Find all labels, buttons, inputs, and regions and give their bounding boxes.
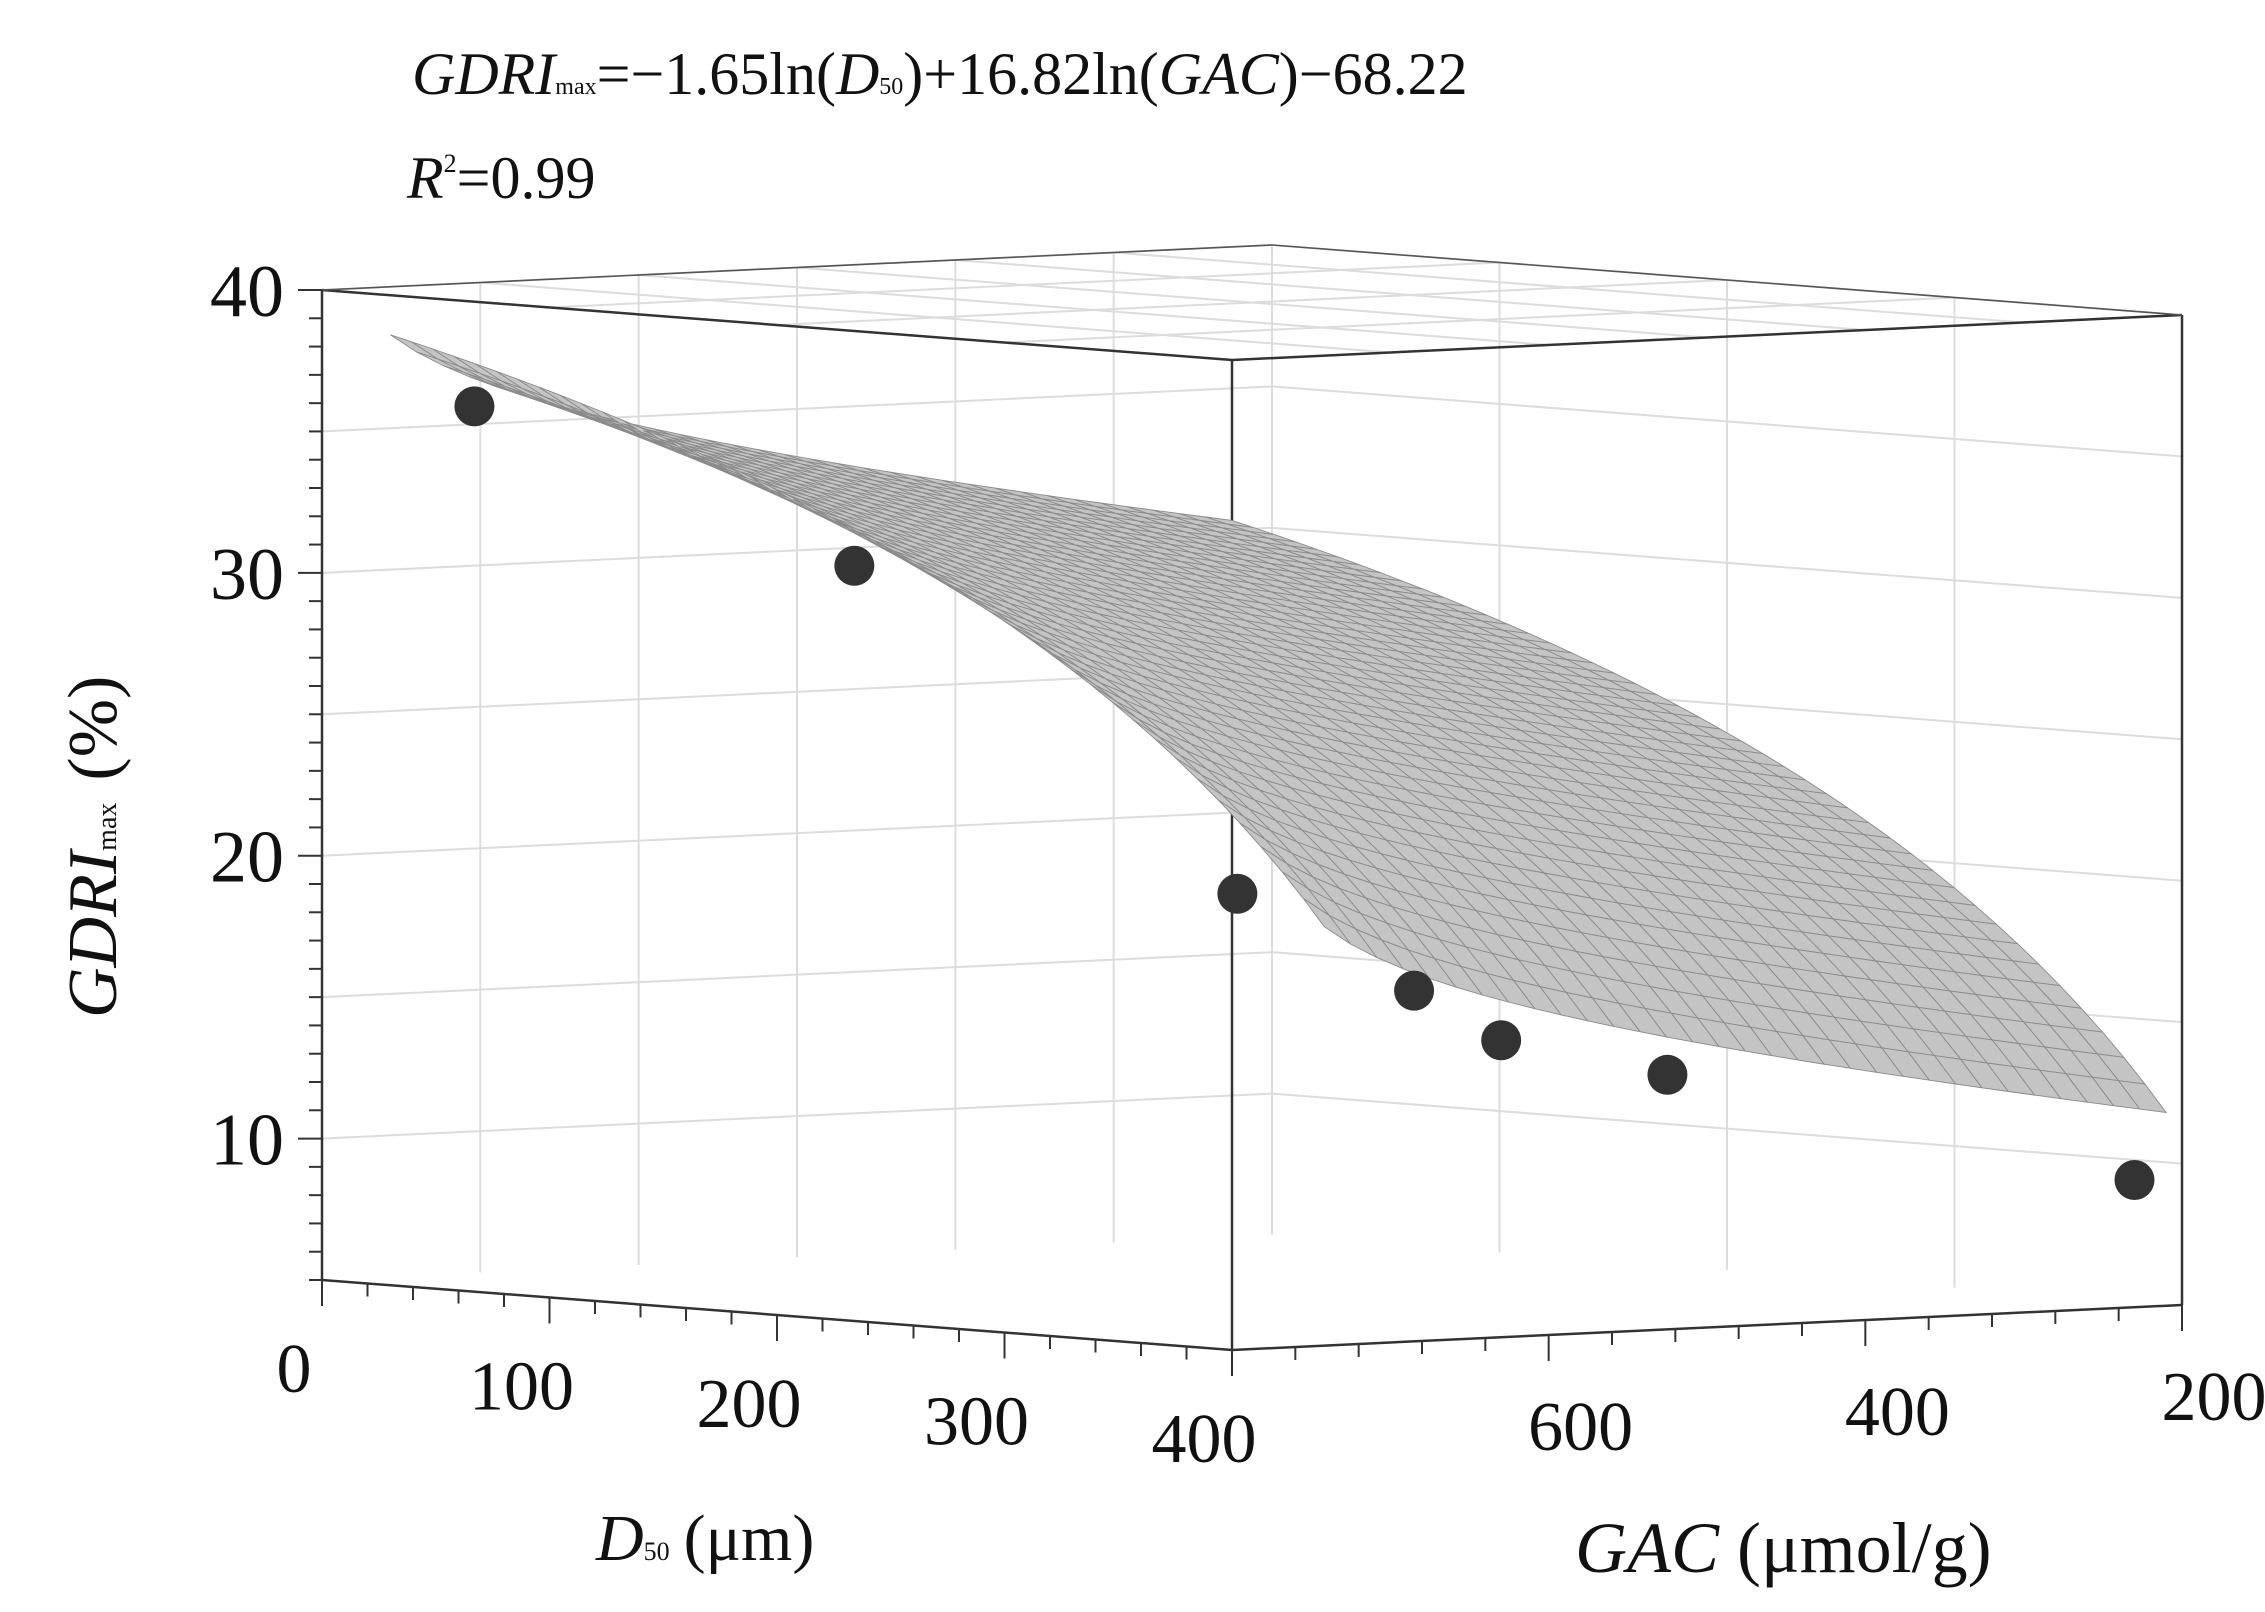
y-tick-label: 600 — [1528, 1389, 1633, 1466]
frame-edge — [1231, 1303, 2183, 1352]
grid-line — [549, 261, 1500, 309]
surface-cell — [2117, 1080, 2168, 1114]
z-axis-title: GDRImax (%) — [55, 676, 132, 1018]
fitted-surface — [390, 334, 2168, 1114]
eq-lhs-sub: max — [555, 74, 596, 100]
x-axis-title: D50 (μm) — [595, 1502, 814, 1575]
x-tick-label: 0 — [277, 1331, 312, 1408]
x-tick-label: 200 — [697, 1366, 802, 1443]
data-points — [454, 386, 2155, 1200]
data-point — [1217, 873, 1258, 914]
frame-edge — [1271, 244, 2183, 316]
data-point — [1481, 1020, 1522, 1061]
eq-mid2: )+16.82ln( — [903, 41, 1158, 107]
y-axis-title: GAC (μmol/g) — [1575, 1508, 1992, 1588]
y-tick-label: 200 — [2162, 1359, 2265, 1436]
r-value: =0.99 — [457, 145, 596, 211]
frame-edge — [321, 288, 1233, 362]
surface-cell — [411, 341, 460, 367]
x-tick-label: 400 — [1152, 1401, 1257, 1478]
eq-mid1: =−1.65ln( — [597, 41, 836, 107]
y-unit: (μmol/g) — [1737, 1508, 1992, 1588]
x-name: D — [595, 1502, 644, 1575]
frame-edge — [1231, 313, 2183, 362]
x-tick-label: 100 — [469, 1349, 574, 1426]
z-name-sub: max — [92, 803, 123, 851]
z-tick-label: 10 — [210, 1100, 284, 1182]
surface-cell — [390, 334, 439, 360]
data-point — [1647, 1054, 1688, 1095]
r-label: R — [406, 145, 444, 211]
data-point — [2114, 1159, 2155, 1200]
data-point — [454, 386, 495, 427]
tick-marks — [298, 289, 2183, 1376]
grid-line — [776, 279, 1728, 326]
r-sup: 2 — [444, 149, 457, 178]
x-unit: (μm) — [684, 1502, 815, 1575]
frame-edge — [321, 244, 1273, 291]
z-tick-label: 40 — [210, 251, 284, 333]
y-tick-label: 400 — [1845, 1374, 1950, 1451]
data-point — [1394, 970, 1435, 1011]
eq-d-sub: 50 — [879, 74, 903, 100]
z-name: GDRI — [55, 847, 132, 1018]
eq-gac: GAC — [1159, 41, 1280, 107]
z-tick-label: 20 — [210, 817, 284, 899]
x-name-sub: 50 — [644, 1537, 670, 1566]
z-tick-label: 30 — [210, 534, 284, 616]
z-unit: (%) — [55, 676, 132, 781]
eq-tail: )−68.22 — [1279, 41, 1468, 107]
x-tick-label: 300 — [924, 1384, 1029, 1461]
eq-lhs: GDRI — [412, 41, 558, 107]
y-name: GAC — [1575, 1508, 1720, 1588]
r-squared: R2=0.99 — [406, 145, 596, 211]
data-point — [834, 545, 875, 586]
grid-line — [1004, 296, 1955, 344]
equation-title: GDRImax=−1.65ln(D50)+16.82ln(GAC)−68.22 — [412, 41, 1468, 107]
eq-d: D — [835, 41, 879, 107]
